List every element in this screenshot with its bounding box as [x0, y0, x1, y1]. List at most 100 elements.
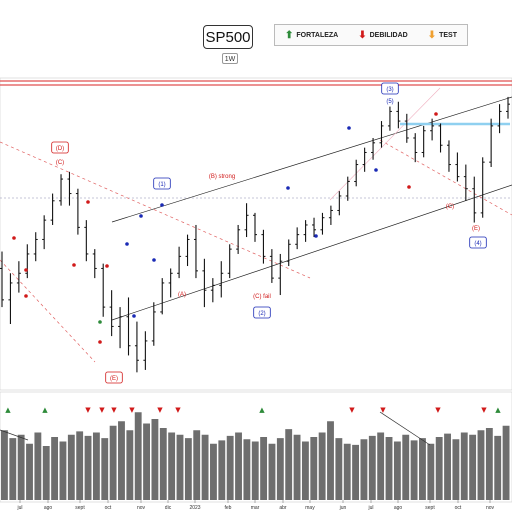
volume-bar	[419, 438, 426, 500]
volume-bar	[385, 437, 393, 500]
wave-label: (5)	[386, 99, 393, 105]
volume-bar	[343, 443, 351, 500]
volume-weakness-arrow-icon: ▼	[85, 406, 91, 414]
wave-label: (3)	[386, 87, 393, 93]
volume-bar	[109, 425, 117, 500]
x-axis-tick-label: oct	[455, 505, 462, 511]
volume-bar	[452, 439, 460, 500]
x-axis-tick-label: 2023	[189, 505, 200, 511]
volume-bar	[9, 438, 17, 500]
volume-weakness-arrow-icon: ▼	[99, 406, 105, 414]
x-axis-tick-label: nov	[137, 505, 146, 511]
wave-marker	[132, 314, 136, 318]
volume-bar	[235, 432, 242, 500]
wave-marker	[98, 340, 102, 344]
volume-bar	[360, 439, 368, 500]
volume-bar	[101, 438, 109, 500]
volume-bar	[427, 443, 435, 500]
volume-bar	[184, 438, 192, 500]
wave-label: (B) strong	[209, 174, 235, 180]
volume-trendline	[379, 411, 431, 446]
volume-bar	[285, 429, 293, 500]
volume-bar	[159, 428, 167, 500]
volume-bar	[118, 421, 125, 500]
wave-marker	[98, 320, 102, 324]
x-axis-tick-label: jul	[16, 505, 22, 511]
volume-bar	[59, 441, 67, 500]
wave-marker	[347, 126, 351, 130]
correction-trendline	[379, 139, 512, 216]
x-axis-tick-label: oct	[105, 505, 112, 511]
volume-bar	[318, 432, 326, 500]
volume-bar	[410, 440, 418, 500]
volume-weakness-arrow-icon: ▼	[380, 406, 386, 414]
volume-strength-arrow-icon: ▲	[495, 406, 501, 414]
wave-label: (D)	[56, 146, 64, 152]
wave-label: (A)	[178, 292, 186, 298]
volume-bar	[201, 434, 209, 500]
volume-bar	[92, 432, 100, 500]
volume-bar	[435, 437, 443, 500]
volume-weakness-arrow-icon: ▼	[175, 406, 181, 414]
wave-label-box	[253, 306, 271, 319]
wave-marker	[139, 214, 143, 218]
volume-weakness-arrow-icon: ▼	[129, 406, 135, 414]
wave-marker	[125, 242, 129, 246]
volume-trendline	[0, 429, 29, 441]
volume-bar	[335, 438, 343, 500]
volume-bar	[301, 441, 309, 500]
wave-marker	[105, 264, 109, 268]
volume-strength-arrow-icon: ▲	[5, 406, 11, 414]
volume-weakness-arrow-icon: ▼	[435, 406, 441, 414]
wave-marker	[24, 294, 28, 298]
volume-weakness-arrow-icon: ▼	[481, 406, 487, 414]
wave-label-box	[51, 141, 69, 154]
wave-marker	[72, 263, 76, 267]
volume-bar	[126, 430, 134, 500]
wave-marker	[286, 186, 290, 190]
x-axis-tick-label: ago	[44, 505, 53, 511]
volume-weakness-arrow-icon: ▼	[111, 406, 117, 414]
volume-weakness-arrow-icon: ▼	[349, 406, 355, 414]
x-axis-tick-label: mar	[251, 505, 260, 511]
wave-label: (2)	[258, 311, 265, 317]
volume-bar	[51, 437, 59, 500]
x-axis-tick-label: abr	[279, 505, 287, 511]
wave-marker	[407, 185, 411, 189]
volume-bar	[327, 421, 334, 500]
wave-label-box	[469, 236, 487, 249]
volume-bar	[293, 434, 301, 500]
wave-marker	[86, 200, 90, 204]
volume-bar	[42, 446, 50, 500]
x-axis-tick-label: sept	[75, 505, 85, 511]
wave-label: (C)	[446, 204, 454, 210]
volume-bar	[268, 443, 276, 500]
wave-label: (1)	[158, 182, 165, 188]
volume-bar	[151, 419, 159, 500]
x-axis-tick-label: sept	[425, 505, 435, 511]
wave-label: (4)	[474, 241, 481, 247]
x-axis-tick-label: dic	[165, 505, 172, 511]
volume-bar	[243, 439, 251, 500]
volume-bar	[276, 438, 284, 500]
wave-label: (E)	[110, 376, 118, 382]
volume-bar	[460, 432, 468, 500]
volume-bar	[469, 434, 477, 500]
wave-marker	[160, 203, 164, 207]
volume-bar	[444, 433, 451, 500]
volume-bar	[210, 443, 217, 500]
volume-bar	[502, 425, 510, 500]
volume-bar	[352, 444, 360, 500]
lower-left-trendline	[0, 259, 96, 363]
volume-bar	[260, 437, 268, 500]
volume-bar	[226, 435, 234, 500]
wave-label: (E)	[472, 226, 480, 232]
price-pane-frame	[0, 77, 512, 391]
volume-bar	[176, 434, 184, 500]
wave-marker	[24, 268, 28, 272]
x-axis-tick-label: jun	[339, 505, 347, 511]
volume-bar	[494, 435, 502, 500]
volume-bar	[368, 435, 376, 500]
